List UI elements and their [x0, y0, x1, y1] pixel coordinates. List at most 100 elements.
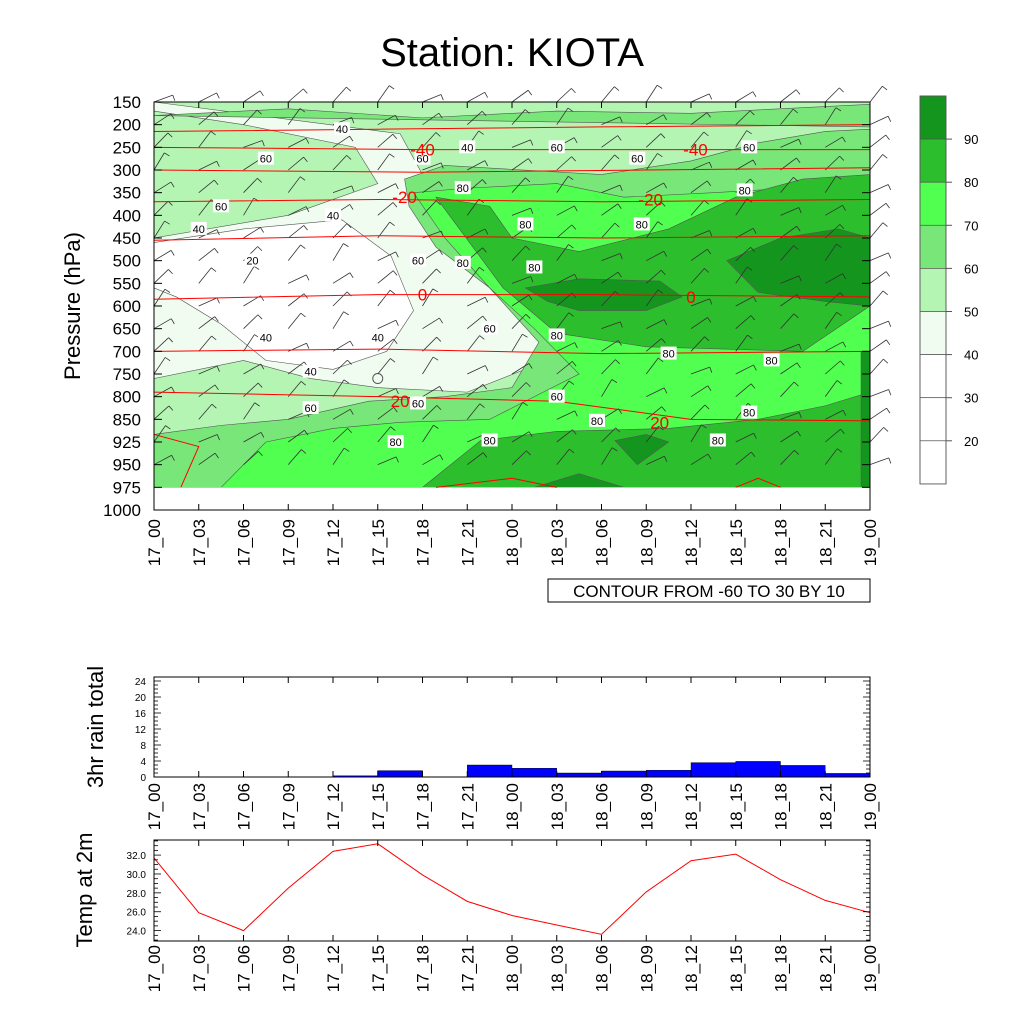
time-tick-label: 18_06: [593, 783, 612, 830]
wind-barb: [690, 298, 713, 307]
wind-barb: [690, 424, 707, 443]
wind-barb: [601, 203, 622, 216]
wind-barb: [287, 312, 306, 329]
wind-barb: [556, 429, 577, 443]
wind-barb: [287, 108, 306, 125]
rain-bar: [646, 770, 692, 778]
wind-barb: [287, 449, 307, 465]
colorbar-tick-label: 40: [964, 348, 978, 363]
wind-barb: [198, 434, 220, 443]
wind-barb: [556, 224, 577, 239]
contour-label-bg: [481, 433, 498, 447]
contour-label-bg: [548, 389, 565, 403]
time-tick-label: 17_03: [190, 945, 209, 992]
contour-label-bg: [589, 413, 606, 427]
pressure-tick-label: 550: [113, 274, 141, 293]
wind-barb: [869, 154, 888, 171]
rain-tick-label: 0: [140, 773, 146, 784]
wind-barb: [332, 243, 349, 261]
contour-label-bg: [454, 181, 471, 195]
shading-contour-label: 80: [663, 349, 675, 361]
time-tick-label: 17_21: [458, 783, 477, 830]
wind-barb: [645, 357, 664, 375]
wind-barb: [601, 379, 618, 397]
wind-barb: [153, 454, 175, 466]
wind-barb: [511, 382, 531, 397]
wind-barb: [153, 220, 170, 239]
wind-barb: [511, 294, 533, 307]
contour-label-bg: [741, 405, 758, 419]
wind-barb: [332, 311, 349, 329]
time-tick-label: 17_18: [414, 519, 433, 566]
wind-barb: [556, 273, 578, 284]
wind-barb: [287, 225, 308, 239]
time-tick-label: 19_00: [861, 519, 880, 566]
wind-barb: [422, 200, 441, 216]
wind-barb: [869, 457, 892, 466]
wind-barb: [690, 93, 713, 103]
wind-barb: [377, 251, 399, 262]
wind-barb: [422, 386, 444, 398]
wind-barb: [869, 407, 891, 420]
colorbar-tick-label: 60: [964, 261, 978, 276]
wind-barb: [422, 268, 441, 284]
wind-barb: [601, 135, 622, 148]
wind-barb: [153, 94, 176, 103]
wind-barb: [198, 365, 220, 375]
wind-barb: [780, 157, 801, 171]
wind-barb: [198, 248, 219, 261]
time-tick-label: 18_15: [727, 783, 746, 830]
wind-barb: [601, 86, 620, 103]
wind-barb: [288, 429, 309, 443]
colorbar-tick-label: 20: [964, 434, 978, 449]
contour-label-bg: [736, 183, 753, 197]
wind-barb: [646, 387, 668, 398]
wind-barb: [869, 271, 891, 284]
shading-contour-label: 80: [484, 435, 496, 447]
time-tick-label: 18_09: [637, 519, 656, 566]
colorbar-swatch: [919, 138, 947, 183]
wind-barb: [153, 288, 171, 307]
wind-barb: [601, 271, 622, 284]
wind-barb: [690, 161, 713, 171]
wind-barb: [869, 115, 892, 126]
shading-contour-label: 40: [372, 333, 384, 345]
wind-barb: [332, 185, 355, 194]
time-tick-label: 17_09: [279, 945, 298, 992]
pressure-tick-label: 450: [113, 229, 141, 248]
wind-barb: [422, 356, 439, 375]
shading-contour-label: 80: [457, 258, 469, 270]
time-tick-label: 18_15: [727, 945, 746, 992]
wind-barb: [332, 155, 352, 171]
time-tick-label: 17_18: [414, 783, 433, 830]
wind-barb: [645, 406, 666, 420]
pressure-tick-label: 350: [113, 184, 141, 203]
wind-barb: [243, 266, 260, 284]
colorbar-swatch: [919, 354, 947, 399]
time-tick-label: 17_09: [279, 783, 298, 830]
wind-barb: [556, 244, 574, 261]
wind-barb: [288, 274, 310, 284]
wind-barb: [735, 266, 753, 284]
time-tick-label: 17_06: [235, 519, 254, 566]
temp-tick-label: 26.0: [127, 908, 147, 919]
temp-tick-label: 32.0: [127, 851, 147, 862]
wind-barb: [466, 403, 485, 420]
wind-barb: [824, 380, 843, 397]
contour-info-box: CONTOUR FROM -60 TO 30 BY 10: [547, 578, 871, 603]
wind-barb: [646, 182, 668, 194]
time-tick-label: 18_18: [772, 519, 791, 566]
time-tick-label: 17_03: [190, 519, 209, 566]
wind-barb: [869, 222, 888, 239]
shading-contour-label: 60: [484, 324, 496, 336]
wind-barb: [645, 289, 664, 307]
wind-barb: [287, 244, 306, 261]
time-tick-label: 18_03: [548, 519, 567, 566]
wind-barb: [601, 321, 623, 330]
rain-axis: 0 4 8 12 16 20 24: [135, 676, 870, 784]
wind-barb: [601, 359, 620, 375]
wind-barb: [288, 206, 310, 216]
temp-tick-label: 28.0: [127, 889, 147, 900]
rain-tick-label: 16: [135, 709, 147, 720]
